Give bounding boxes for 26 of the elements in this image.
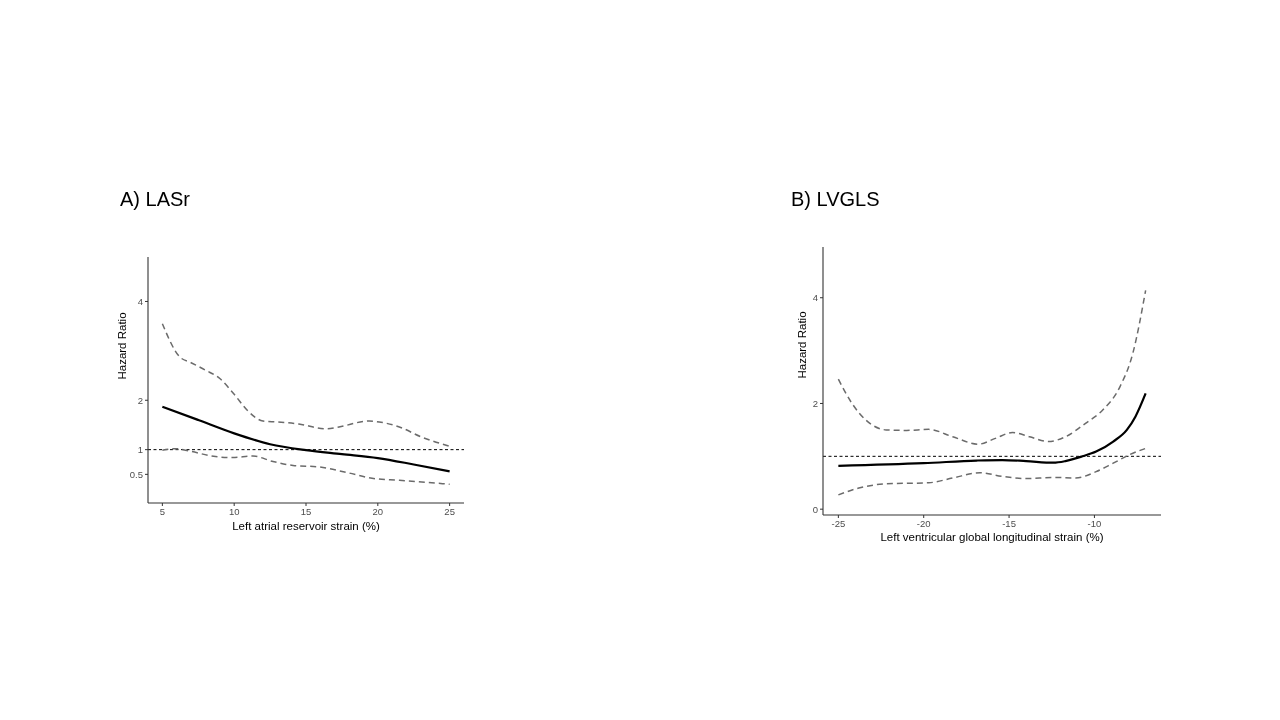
y-tick-label: 2 (812, 397, 818, 409)
line-series (161, 447, 451, 485)
x-tick-label: -25 (831, 518, 846, 529)
x-tick-label: 20 (372, 506, 384, 517)
chart-title: B) LVGLS (791, 188, 880, 210)
x-tick-label: -10 (1087, 518, 1102, 529)
y-axis-title: Hazard Ratio (796, 311, 809, 379)
y-tick-label: 4 (812, 292, 818, 304)
x-tick-label: 15 (300, 506, 312, 517)
x-tick-label: 10 (228, 506, 240, 517)
line-series (161, 322, 451, 447)
y-axis-title: Hazard Ratio (116, 312, 129, 380)
x-tick-label: 5 (159, 506, 166, 517)
y-tick-label: 0.5 (129, 468, 143, 480)
chart-title: A) LASr (120, 188, 191, 210)
x-axis-title: Left ventricular global longitudinal strain (%) (880, 531, 1104, 543)
y-tick-label: 2 (137, 394, 143, 406)
line-series (837, 289, 1147, 445)
y-tick-label: 4 (137, 295, 143, 307)
line-series (837, 447, 1147, 496)
y-tick-label: 0 (812, 503, 818, 515)
y-tick-label: 1 (137, 443, 143, 455)
x-tick-label: -15 (1002, 518, 1016, 529)
x-axis-title: Left atrial reservoir strain (%) (232, 520, 380, 532)
x-tick-label: 25 (444, 506, 455, 517)
x-tick-label: -20 (916, 518, 931, 529)
